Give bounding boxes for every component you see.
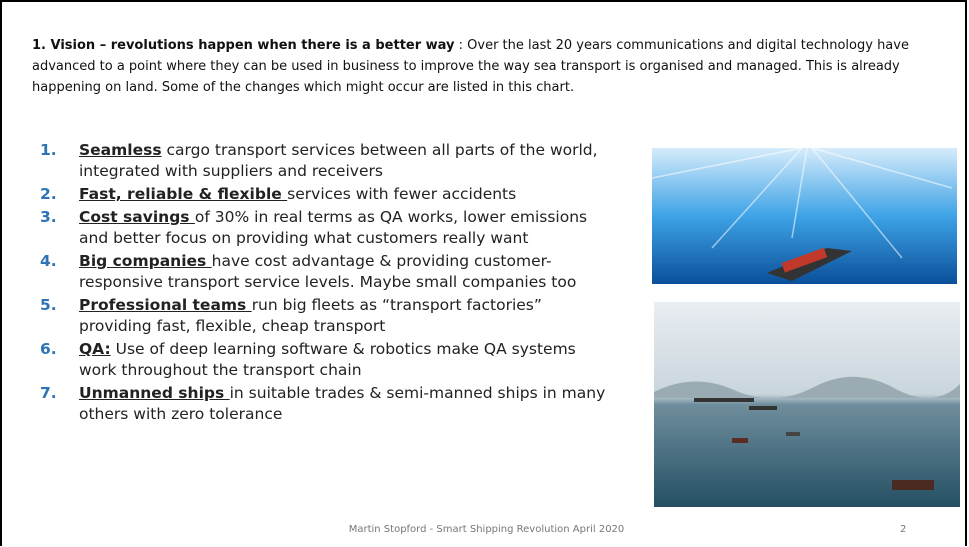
item-number: 6. bbox=[40, 340, 57, 358]
list-item: 2. Fast, reliable & flexible services wit… bbox=[40, 184, 615, 205]
item-text: have cost advantage & providing customer… bbox=[79, 252, 577, 291]
list-item: 4. Big companies have cost advantage & pr… bbox=[40, 251, 615, 293]
image-ship-digital bbox=[652, 148, 957, 284]
item-number: 3. bbox=[40, 208, 57, 226]
item-number: 7. bbox=[40, 384, 57, 402]
page-number: 2 bbox=[900, 524, 907, 535]
item-heading: Seamless bbox=[79, 141, 162, 159]
item-heading: Fast, reliable & flexible bbox=[79, 185, 288, 203]
intro-text: : Over the last 20 years communications … bbox=[32, 38, 909, 95]
item-number: 4. bbox=[40, 252, 57, 270]
item-heading: Big companies bbox=[79, 252, 212, 270]
item-heading: Professional teams bbox=[79, 296, 252, 314]
image-ships-sea bbox=[654, 302, 960, 507]
footer: Martin Stopford - Smart Shipping Revolut… bbox=[348, 524, 625, 535]
list-item: 6. QA: Use of deep learning software & ro… bbox=[40, 339, 615, 381]
item-text: Use of deep learning software & robotics… bbox=[79, 340, 576, 379]
item-text: in suitable trades & semi-manned ships i… bbox=[79, 384, 606, 423]
intro: 1. Vision – revolutions happen when ther… bbox=[32, 35, 942, 98]
list-item: 3. Cost savings of 30% in real terms as Q… bbox=[40, 207, 615, 249]
item-heading: Unmanned ships bbox=[79, 384, 230, 402]
item-text: services with fewer accidents bbox=[287, 185, 517, 203]
item-number: 1. bbox=[40, 141, 57, 159]
item-number: 2. bbox=[40, 185, 57, 203]
list-item: 7. Unmanned ships in suitable trades & se… bbox=[40, 383, 615, 425]
item-text: run big fleets as “transport factories” … bbox=[79, 296, 542, 335]
item-text: cargo transport services between all par… bbox=[79, 141, 598, 180]
item-text: of 30% in real terms as QA works, lower … bbox=[79, 208, 588, 247]
list-item: 1. Seamless cargo transport services betw… bbox=[40, 140, 615, 182]
item-heading: Cost savings bbox=[79, 208, 195, 226]
intro-bold: 1. Vision – revolutions happen when ther… bbox=[32, 38, 455, 53]
list-item: 5. Professional teams run big fleets as “… bbox=[40, 295, 615, 337]
item-number: 5. bbox=[40, 296, 57, 314]
list: 1. Seamless cargo transport services betw… bbox=[40, 140, 615, 427]
item-heading: QA: bbox=[79, 340, 111, 358]
